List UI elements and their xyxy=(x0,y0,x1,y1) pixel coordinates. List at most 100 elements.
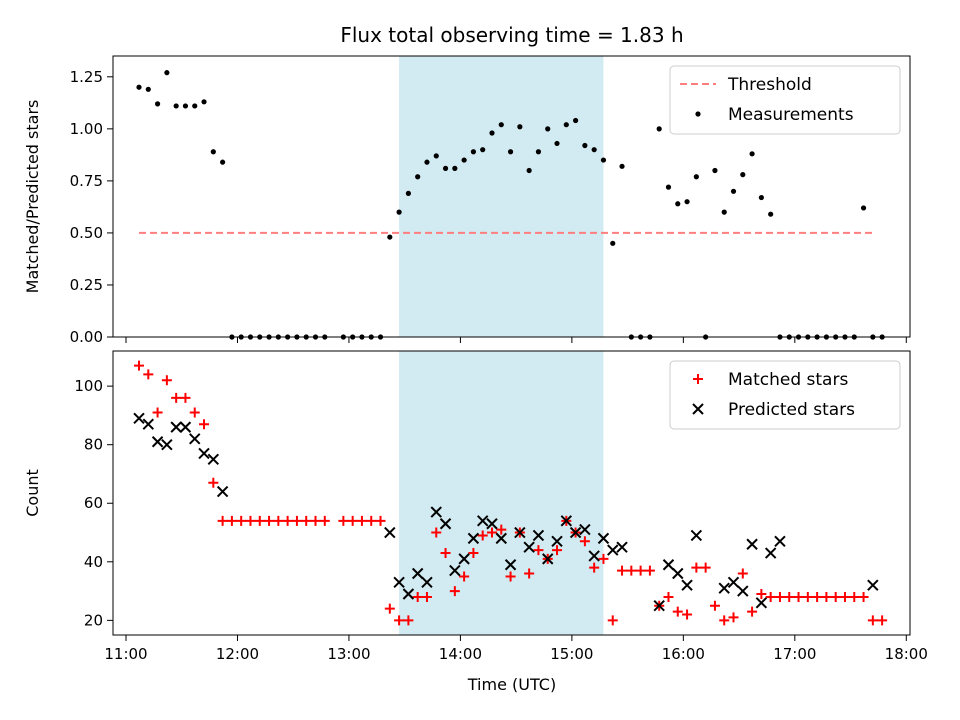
bottom-y-axis-label: Count xyxy=(23,469,42,517)
predicted-star-point xyxy=(449,564,461,577)
measurement-point xyxy=(136,84,142,90)
measurement-point xyxy=(192,103,198,109)
matched-star-point xyxy=(403,615,414,626)
matched-star-point xyxy=(672,606,683,617)
matched-star-point xyxy=(366,515,377,526)
top-y-axis-label: Matched/Predicted stars xyxy=(23,100,42,294)
predicted-star-point xyxy=(588,550,600,562)
matched-star-point xyxy=(774,591,785,602)
predicted-star-point xyxy=(755,597,768,609)
matched-star-point xyxy=(486,527,497,538)
measurement-point xyxy=(470,149,477,155)
matched-star-point xyxy=(356,515,367,526)
matched-star-point xyxy=(319,515,330,526)
measurement-point xyxy=(740,172,746,178)
predicted-star-point xyxy=(551,535,563,548)
bottom-y-tick-label: 20 xyxy=(84,611,103,629)
matched-star-point xyxy=(691,562,702,573)
matched-star-point xyxy=(254,515,265,526)
matched-star-point xyxy=(245,515,256,526)
measurement-point xyxy=(387,234,393,240)
legend-measurements-swatch xyxy=(695,111,701,117)
legend-entry-label: Threshold xyxy=(727,75,812,95)
predicted-star-point xyxy=(616,541,628,553)
predicted-star-point xyxy=(384,526,396,539)
matched-star-point xyxy=(152,407,163,418)
measurement-point xyxy=(730,188,737,194)
matched-star-point xyxy=(839,591,850,602)
predicted-star-point xyxy=(737,585,749,597)
matched-star-point xyxy=(719,615,730,626)
matched-star-point xyxy=(533,545,544,556)
matched-star-point xyxy=(607,615,618,626)
bottom-x-tick-label: 11:00 xyxy=(104,645,147,663)
measurement-point xyxy=(396,209,402,215)
bottom-x-tick-label: 13:00 xyxy=(327,645,370,663)
predicted-star-point xyxy=(774,535,786,548)
matched-star-point xyxy=(784,591,795,602)
predicted-star-point xyxy=(393,576,405,589)
matched-star-point xyxy=(264,515,275,526)
bottom-y-tick-label: 60 xyxy=(84,494,103,512)
x-axis-label: Time (UTC) xyxy=(467,675,556,694)
measurement-point xyxy=(535,149,542,155)
measurement-point xyxy=(749,151,755,157)
matched-star-point xyxy=(858,591,869,602)
matched-star-point xyxy=(505,571,516,582)
predicted-star-point xyxy=(579,523,591,536)
matched-star-point xyxy=(375,515,386,526)
predicted-star-point xyxy=(495,532,507,545)
matched-star-point xyxy=(134,360,145,371)
bottom-y-tick-label: 100 xyxy=(74,377,103,395)
matched-star-point xyxy=(421,591,432,602)
predicted-star-point xyxy=(764,547,777,559)
chart-title: Flux total observing time = 1.83 h xyxy=(340,23,683,47)
measurement-point xyxy=(489,130,495,136)
matched-star-point xyxy=(849,591,860,602)
top-legend-box xyxy=(669,65,901,135)
predicted-star-point xyxy=(421,576,433,589)
matched-star-point xyxy=(440,548,451,559)
matched-star-point xyxy=(524,568,535,579)
measurement-point xyxy=(442,165,449,171)
measurement-point xyxy=(545,126,551,132)
matched-star-point xyxy=(821,591,832,602)
bottom-x-tick-label: 15:00 xyxy=(550,645,593,663)
predicted-star-point xyxy=(151,436,164,448)
predicted-star-point xyxy=(189,433,201,445)
bottom-shaded-interval xyxy=(399,351,604,635)
matched-star-point xyxy=(709,600,720,611)
measurement-point xyxy=(860,205,867,211)
matched-star-point xyxy=(747,606,758,617)
matched-star-point xyxy=(663,591,674,602)
predicted-star-point xyxy=(486,518,498,530)
measurement-point xyxy=(173,103,179,109)
predicted-star-point xyxy=(207,453,220,466)
top-y-tick-label: 0.75 xyxy=(70,172,103,190)
matched-star-point xyxy=(226,515,237,526)
matched-star-point xyxy=(644,565,655,576)
predicted-star-point xyxy=(672,567,684,580)
top-y-tick-label: 0.50 xyxy=(70,224,103,242)
measurement-point xyxy=(693,174,699,180)
predicted-star-point xyxy=(746,538,758,550)
measurement-point xyxy=(201,99,207,105)
predicted-star-point xyxy=(504,559,517,571)
matched-star-point xyxy=(180,392,191,403)
matched-star-point xyxy=(626,565,637,576)
bottom-x-tick-label: 16:00 xyxy=(662,645,705,663)
predicted-star-point xyxy=(532,529,545,542)
measurement-point xyxy=(675,201,681,207)
matched-star-point xyxy=(310,515,321,526)
matched-star-point xyxy=(496,524,507,535)
matched-star-point xyxy=(830,591,841,602)
measurement-point xyxy=(572,117,579,124)
bottom-axes-frame xyxy=(112,350,911,636)
measurement-point xyxy=(665,184,672,190)
matched-star-point xyxy=(552,545,563,556)
top-axes-frame xyxy=(112,55,911,338)
measurement-point xyxy=(554,140,560,147)
matched-star-point xyxy=(477,530,488,541)
predicted-star-point xyxy=(161,438,173,451)
matched-star-point xyxy=(449,586,460,597)
